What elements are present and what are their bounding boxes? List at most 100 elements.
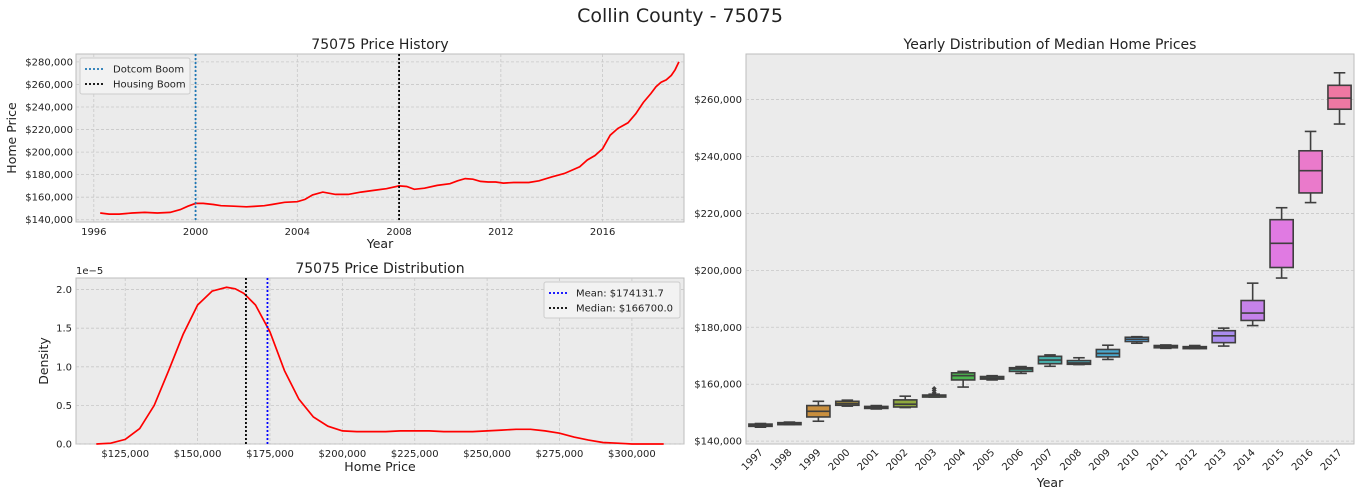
price-history-panel: 75075 Price History 1996 2000 2004 2008 2012 2… [4,37,685,251]
legend-label: Dotcom Boom [113,65,184,76]
box-2005 [979,374,1005,381]
x-tick-label: 2010 [1116,447,1142,473]
price-history-line [100,61,680,215]
y-tick-label: $180,000 [694,323,742,334]
yearly-boxplot-plot-area [745,53,1355,445]
x-tick-label: $150,000 [174,449,222,460]
box-2010 [1124,335,1150,345]
x-tick-label: 2016 [590,227,615,238]
x-tick-label: 1997 [740,447,766,473]
y-scale-exponent: 1e−5 [76,266,103,277]
outlier-point [931,385,937,391]
x-tick-label: 2015 [1261,447,1287,473]
iqr-box [1298,149,1323,194]
y-axis-label: Density [36,337,51,385]
x-tick-label: $300,000 [608,449,656,460]
box-2001 [863,404,889,410]
x-tick-label: 2008 [1058,447,1084,473]
box-1999 [805,400,831,423]
box-2014 [1240,282,1266,327]
iqr-box [1211,329,1237,344]
price-distribution-legend: Mean: $174131.7 Median: $166700.0 [543,281,681,319]
x-tick-label: $250,000 [463,449,511,460]
legend-box [79,57,191,95]
y-tick-label: $240,000 [694,152,742,163]
x-tick-label: $200,000 [319,449,367,460]
x-tick-label: 2012 [488,227,513,238]
box-2016 [1298,130,1323,204]
x-tick-label: 2000 [827,447,853,473]
x-axis-label: Year [366,236,394,251]
yearly-boxplot-title: Yearly Distribution of Median Home Price… [903,37,1197,53]
density-curve [96,286,664,445]
legend-label: Housing Boom [113,80,186,91]
box-2013 [1211,327,1237,347]
iqr-box [1327,84,1352,111]
box-2003 [921,385,947,398]
x-tick-label: 2001 [856,447,882,473]
x-tick-label: $175,000 [246,449,294,460]
y-tick-label: $220,000 [25,125,73,136]
figure-title: Collin County - 75075 [577,5,783,27]
box-2009 [1095,344,1121,361]
x-tick-label: 2005 [971,447,997,473]
box-1998 [777,421,802,426]
x-axis-label: Year [1036,475,1064,490]
price-history-legend: Dotcom Boom Housing Boom [79,57,191,95]
x-tick-label: 2002 [885,447,911,473]
y-tick-label: 0.0 [56,440,72,451]
y-tick-label: $200,000 [25,148,73,159]
x-tick-label: 2014 [1232,447,1258,473]
box-2006 [1008,365,1034,375]
box-2002 [892,395,918,409]
y-tick-label: 1.0 [56,362,72,373]
legend-label: Mean: $174131.7 [576,289,664,300]
x-tick-label: 2004 [285,227,310,238]
yearly-boxplot-panel: Yearly Distribution of Median Home Price… [694,37,1355,490]
box-2011 [1153,344,1179,350]
x-tick-label: 2008 [386,227,411,238]
box-2017 [1327,71,1352,125]
x-tick-label: 1996 [81,227,106,238]
box-2007 [1037,354,1063,368]
price-distribution-title: 75075 Price Distribution [295,261,464,277]
box-2015 [1269,206,1294,279]
x-tick-label: $275,000 [536,449,584,460]
x-tick-label: 2016 [1290,447,1316,473]
price-history-title: 75075 Price History [311,37,448,53]
y-tick-label: $160,000 [25,193,73,204]
y-tick-label: $260,000 [694,95,742,106]
y-tick-label: 0.5 [56,401,72,412]
y-tick-label: 2.0 [56,285,72,296]
box-1997 [748,422,773,429]
y-tick-label: $280,000 [25,57,73,68]
x-tick-label: 2000 [183,227,208,238]
y-tick-label: 1.5 [56,324,72,335]
y-tick-label: $140,000 [694,437,742,448]
x-tick-label: 2017 [1319,447,1345,473]
box-2000 [834,399,860,407]
x-tick-label: 2013 [1203,447,1229,473]
y-tick-label: $200,000 [694,266,742,277]
y-tick-label: $160,000 [694,380,742,391]
box-2012 [1182,344,1208,350]
iqr-box [1240,299,1266,322]
y-tick-label: $220,000 [694,209,742,220]
x-tick-label: $225,000 [391,449,439,460]
x-tick-label: 2003 [914,447,940,473]
x-tick-label: 2006 [1000,447,1026,473]
box-2004 [950,370,976,388]
x-tick-label: 2004 [942,447,968,473]
box-2008 [1066,356,1092,366]
y-tick-label: $180,000 [25,170,73,181]
x-axis-label: Home Price [344,459,416,474]
x-tick-label: $125,000 [101,449,149,460]
legend-box [543,281,681,319]
x-tick-label: 2011 [1145,447,1171,473]
x-tick-label: 1999 [798,447,824,473]
y-tick-label: $240,000 [25,102,73,113]
x-tick-label: 2012 [1174,447,1200,473]
legend-label: Median: $166700.0 [576,304,673,315]
x-tick-label: 2007 [1029,447,1055,473]
